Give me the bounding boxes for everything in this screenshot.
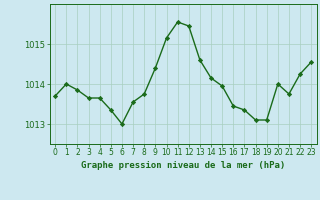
X-axis label: Graphe pression niveau de la mer (hPa): Graphe pression niveau de la mer (hPa) bbox=[81, 161, 285, 170]
